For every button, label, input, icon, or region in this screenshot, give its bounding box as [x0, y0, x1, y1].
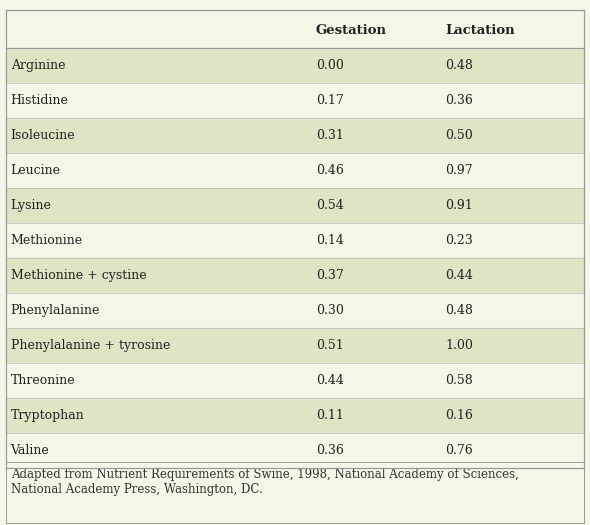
Text: Adapted from Nutrient Requirements of Swine, 1998, National Academy of Sciences,: Adapted from Nutrient Requirements of Sw…: [11, 468, 519, 481]
Text: 0.30: 0.30: [316, 304, 343, 317]
Text: 0.00: 0.00: [316, 59, 343, 72]
Bar: [6, 118, 584, 153]
Text: Valine: Valine: [11, 444, 50, 457]
Text: 0.48: 0.48: [445, 304, 473, 317]
Text: 0.76: 0.76: [445, 444, 473, 457]
Bar: [6, 153, 584, 188]
Text: Phenylalanine + tyrosine: Phenylalanine + tyrosine: [11, 339, 170, 352]
Text: 1.00: 1.00: [445, 339, 473, 352]
Text: Methionine: Methionine: [11, 234, 83, 247]
Text: 0.97: 0.97: [445, 164, 473, 177]
Text: Isoleucine: Isoleucine: [11, 129, 76, 142]
Bar: [6, 293, 584, 328]
Text: 0.31: 0.31: [316, 129, 343, 142]
Text: 0.58: 0.58: [445, 374, 473, 387]
Text: 0.36: 0.36: [316, 444, 343, 457]
Bar: [6, 188, 584, 223]
Text: Gestation: Gestation: [316, 24, 386, 37]
Bar: [6, 223, 584, 258]
Text: Lactation: Lactation: [445, 24, 515, 37]
Text: Leucine: Leucine: [11, 164, 61, 177]
Bar: [6, 10, 584, 48]
Text: 0.37: 0.37: [316, 269, 343, 282]
Text: Methionine + cystine: Methionine + cystine: [11, 269, 146, 282]
Bar: [6, 48, 584, 83]
Bar: [6, 462, 584, 523]
Text: 0.44: 0.44: [316, 374, 343, 387]
Bar: [6, 398, 584, 433]
Text: 0.51: 0.51: [316, 339, 343, 352]
Text: 0.17: 0.17: [316, 94, 343, 107]
Text: 0.44: 0.44: [445, 269, 473, 282]
Bar: [6, 258, 584, 293]
Bar: [6, 363, 584, 398]
Text: 0.48: 0.48: [445, 59, 473, 72]
Bar: [6, 328, 584, 363]
Text: Lysine: Lysine: [11, 199, 51, 212]
Text: Threonine: Threonine: [11, 374, 76, 387]
Text: Arginine: Arginine: [11, 59, 65, 72]
Bar: [6, 83, 584, 118]
Text: 0.23: 0.23: [445, 234, 473, 247]
Text: 0.11: 0.11: [316, 409, 343, 422]
Text: Histidine: Histidine: [11, 94, 68, 107]
Text: Phenylalanine: Phenylalanine: [11, 304, 100, 317]
Text: 0.14: 0.14: [316, 234, 343, 247]
Bar: [6, 433, 584, 468]
Text: 0.46: 0.46: [316, 164, 343, 177]
Text: 0.54: 0.54: [316, 199, 343, 212]
Text: Tryptophan: Tryptophan: [11, 409, 84, 422]
Text: 0.91: 0.91: [445, 199, 473, 212]
Text: 0.16: 0.16: [445, 409, 473, 422]
Text: National Academy Press, Washington, DC.: National Academy Press, Washington, DC.: [11, 483, 263, 496]
Text: 0.50: 0.50: [445, 129, 473, 142]
Text: 0.36: 0.36: [445, 94, 473, 107]
